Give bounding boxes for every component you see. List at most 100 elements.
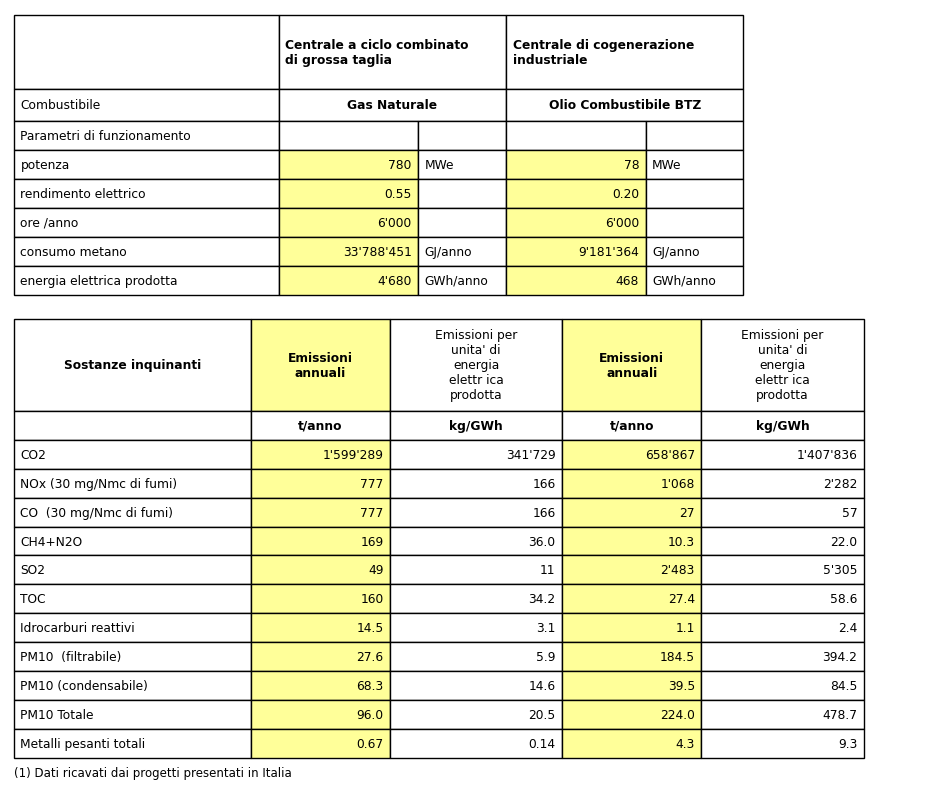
- Text: 0.67: 0.67: [356, 737, 383, 750]
- Bar: [506, 266, 645, 295]
- Bar: [14, 237, 278, 266]
- Text: 58.6: 58.6: [830, 593, 857, 606]
- Bar: [701, 729, 863, 758]
- Bar: [418, 209, 506, 237]
- Bar: [278, 16, 506, 90]
- Bar: [14, 527, 251, 556]
- Bar: [390, 498, 561, 527]
- Text: PM10  (filtrabile): PM10 (filtrabile): [20, 650, 122, 663]
- Bar: [701, 411, 863, 440]
- Bar: [14, 319, 251, 411]
- Text: 57: 57: [841, 506, 857, 519]
- Text: PM10 (condensabile): PM10 (condensabile): [20, 679, 148, 692]
- Text: Metalli pesanti totali: Metalli pesanti totali: [20, 737, 146, 750]
- Text: GJ/anno: GJ/anno: [651, 245, 699, 258]
- Text: 27.4: 27.4: [667, 593, 694, 606]
- Text: Olio Combustibile BTZ: Olio Combustibile BTZ: [548, 99, 700, 112]
- Bar: [561, 319, 701, 411]
- Bar: [390, 642, 561, 671]
- Bar: [390, 319, 561, 411]
- Text: Sostanze inquinanti: Sostanze inquinanti: [64, 358, 200, 372]
- Bar: [561, 585, 701, 614]
- Bar: [14, 556, 251, 585]
- Bar: [418, 266, 506, 295]
- Bar: [701, 319, 863, 411]
- Bar: [14, 180, 278, 209]
- Text: energia elettrica prodotta: energia elettrica prodotta: [20, 274, 178, 287]
- Bar: [278, 180, 418, 209]
- Text: Centrale a ciclo combinato
di grossa taglia: Centrale a ciclo combinato di grossa tag…: [285, 39, 469, 67]
- Text: 166: 166: [532, 477, 555, 490]
- Bar: [14, 411, 251, 440]
- Text: 14.5: 14.5: [356, 622, 383, 634]
- Bar: [278, 122, 418, 151]
- Text: Parametri di funzionamento: Parametri di funzionamento: [20, 130, 191, 143]
- Text: 780: 780: [388, 159, 411, 172]
- Bar: [390, 527, 561, 556]
- Text: 6'000: 6'000: [604, 217, 638, 229]
- Bar: [390, 411, 561, 440]
- Text: CO  (30 mg/Nmc di fumi): CO (30 mg/Nmc di fumi): [20, 506, 174, 519]
- Text: t/anno: t/anno: [609, 419, 653, 432]
- Text: 27.6: 27.6: [356, 650, 383, 663]
- Text: 0.55: 0.55: [384, 188, 411, 200]
- Text: TOC: TOC: [20, 593, 46, 606]
- Bar: [701, 700, 863, 729]
- Bar: [278, 237, 418, 266]
- Text: Gas Naturale: Gas Naturale: [347, 99, 437, 112]
- Text: Emissioni per
unita' di
energia
elettr ica
prodotta: Emissioni per unita' di energia elettr i…: [741, 329, 823, 402]
- Text: (1) Dati ricavati dai progetti presentati in Italia: (1) Dati ricavati dai progetti presentat…: [14, 766, 291, 779]
- Bar: [251, 556, 390, 585]
- Bar: [251, 319, 390, 411]
- Text: Emissioni
annuali: Emissioni annuali: [288, 351, 353, 379]
- Bar: [506, 90, 742, 122]
- Bar: [14, 122, 278, 151]
- Bar: [561, 700, 701, 729]
- Bar: [561, 498, 701, 527]
- Text: 49: 49: [367, 564, 383, 577]
- Text: t/anno: t/anno: [298, 419, 342, 432]
- Bar: [701, 498, 863, 527]
- Text: 1'407'836: 1'407'836: [795, 448, 857, 461]
- Bar: [418, 180, 506, 209]
- Text: GWh/anno: GWh/anno: [424, 274, 488, 287]
- Bar: [251, 614, 390, 642]
- Bar: [278, 209, 418, 237]
- Bar: [645, 180, 742, 209]
- Bar: [14, 469, 251, 498]
- Bar: [14, 498, 251, 527]
- Bar: [14, 209, 278, 237]
- Bar: [14, 16, 278, 90]
- Text: 27: 27: [678, 506, 694, 519]
- Bar: [645, 209, 742, 237]
- Text: 0.20: 0.20: [612, 188, 638, 200]
- Bar: [561, 469, 701, 498]
- Text: GJ/anno: GJ/anno: [424, 245, 471, 258]
- Bar: [506, 237, 645, 266]
- Bar: [701, 469, 863, 498]
- Bar: [701, 642, 863, 671]
- Text: 394.2: 394.2: [821, 650, 857, 663]
- Text: SO2: SO2: [20, 564, 45, 577]
- Text: 478.7: 478.7: [821, 708, 857, 721]
- Bar: [278, 266, 418, 295]
- Text: 658'867: 658'867: [644, 448, 694, 461]
- Text: 68.3: 68.3: [356, 679, 383, 692]
- Bar: [390, 671, 561, 700]
- Text: 341'729: 341'729: [505, 448, 555, 461]
- Bar: [561, 671, 701, 700]
- Text: 10.3: 10.3: [667, 535, 694, 548]
- Bar: [506, 151, 645, 180]
- Bar: [561, 729, 701, 758]
- Text: 78: 78: [623, 159, 638, 172]
- Bar: [251, 411, 390, 440]
- Text: 34.2: 34.2: [528, 593, 555, 606]
- Bar: [390, 469, 561, 498]
- Bar: [278, 151, 418, 180]
- Bar: [278, 90, 506, 122]
- Text: 36.0: 36.0: [528, 535, 555, 548]
- Bar: [390, 440, 561, 469]
- Text: 224.0: 224.0: [659, 708, 694, 721]
- Bar: [14, 614, 251, 642]
- Text: 3.1: 3.1: [535, 622, 555, 634]
